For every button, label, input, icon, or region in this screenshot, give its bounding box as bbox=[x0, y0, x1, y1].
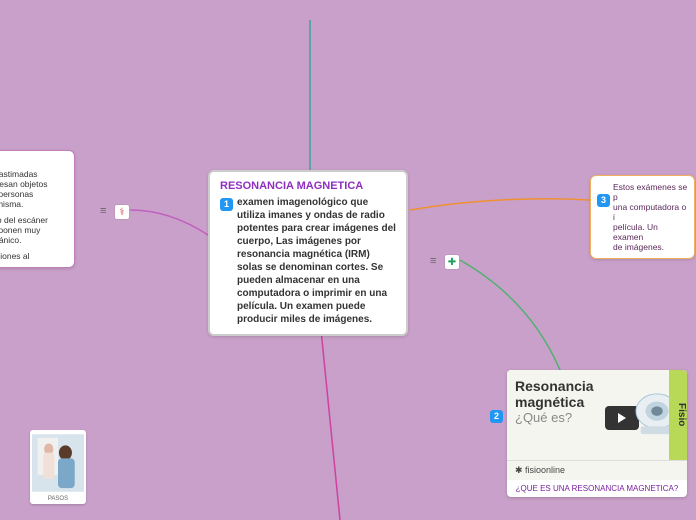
center-badge: 1 bbox=[220, 196, 233, 326]
right-badge: 3 bbox=[597, 194, 610, 207]
video-node-wrap[interactable]: 2 Resonancia magnética ¿Qué es? bbox=[490, 370, 687, 497]
center-body: examen imagenológico que utiliza imanes … bbox=[237, 196, 396, 326]
photo-caption: PASOS bbox=[32, 494, 84, 502]
video-caption: ¿QUE ES UNA RESONANCIA MAGNETICA? bbox=[507, 480, 687, 497]
video-badge: 2 bbox=[490, 410, 503, 423]
fisio-tab: Fisio bbox=[669, 370, 687, 460]
video-footer: ✱ fisioonline bbox=[507, 460, 687, 480]
connector-left bbox=[130, 210, 208, 235]
collapse-icon-left[interactable]: ≡ bbox=[100, 205, 106, 217]
mindmap-canvas[interactable]: RESONANCIA MAGNETICA 1 examen imagenológ… bbox=[0, 0, 696, 520]
connector-right-orange bbox=[410, 199, 590, 210]
left-header: es bbox=[0, 157, 68, 167]
connector-bottom bbox=[320, 320, 340, 520]
photo-node[interactable]: PASOS bbox=[30, 430, 86, 504]
right-node[interactable]: 3 Estos exámenes se p una computadora o … bbox=[590, 175, 695, 259]
right-badge-wrap: 3 bbox=[597, 182, 610, 207]
video-thumb: Resonancia magnética ¿Qué es? Fisio bbox=[507, 370, 687, 460]
video-card[interactable]: Resonancia magnética ¿Qué es? Fisio bbox=[507, 370, 687, 497]
connector-right-green bbox=[460, 260, 560, 370]
center-node[interactable]: RESONANCIA MAGNETICA 1 examen imagenológ… bbox=[208, 170, 408, 336]
collapse-icon-right[interactable]: ≡ bbox=[430, 255, 436, 267]
medical-icon-left[interactable]: ⚕ bbox=[115, 205, 129, 219]
left-p2: ntro del escáner se ponen muy n pánico. bbox=[0, 215, 68, 245]
right-body: Estos exámenes se p una computadora o i … bbox=[613, 182, 688, 252]
center-title: RESONANCIA MAGNETICA bbox=[220, 180, 396, 192]
medical-icon-right[interactable]: ✚ bbox=[445, 255, 459, 269]
left-node[interactable]: es ar lastimadas ngresan objetos as pers… bbox=[0, 150, 75, 268]
left-p3: acciones al bbox=[0, 251, 68, 261]
photo-image bbox=[32, 432, 84, 494]
left-p1: ar lastimadas ngresan objetos as persona… bbox=[0, 169, 68, 209]
